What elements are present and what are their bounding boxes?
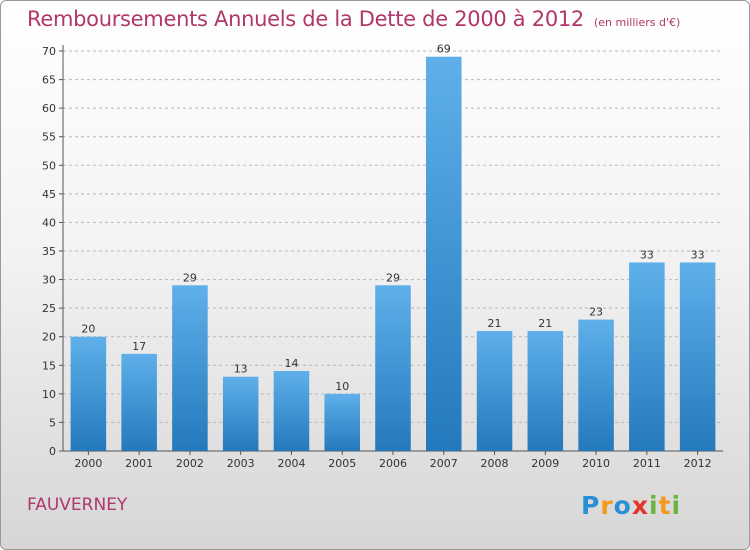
y-tick-label: 65 [42, 74, 56, 87]
y-tick-label: 50 [42, 159, 56, 172]
chart-title-text: Remboursements Annuels de la Dette de 20… [27, 7, 584, 31]
bar-2010 [578, 319, 614, 451]
logo-letter: P [581, 491, 601, 520]
y-tick-label: 0 [49, 445, 56, 458]
logo-letter: i [671, 491, 682, 520]
bar-2006 [375, 285, 411, 451]
y-tick-label: 20 [42, 331, 56, 344]
bar-2008 [476, 331, 513, 451]
y-tick-label: 60 [42, 102, 56, 115]
y-tick-label: 40 [42, 216, 56, 229]
y-tick-label: 30 [42, 274, 56, 287]
x-tick-label: 2004 [277, 457, 305, 470]
logo-letter: i [649, 491, 659, 520]
data-label: 21 [488, 317, 502, 330]
logo-letter: x [631, 491, 649, 520]
y-tick-label: 10 [42, 388, 56, 401]
data-labels: 20 17 29 13 14 10 29 69 21 21 23 33 33 [81, 43, 704, 393]
chart-title: Remboursements Annuels de la Dette de 20… [27, 7, 680, 31]
x-tick-label: 2002 [176, 457, 204, 470]
bar-2002 [172, 285, 208, 451]
y-tick-label: 45 [42, 188, 56, 201]
commune-name: FAUVERNEY [27, 495, 128, 515]
logo-letter: o [613, 491, 632, 520]
bars [70, 56, 716, 451]
y-tick-label: 25 [42, 302, 56, 315]
bar-2005 [324, 393, 360, 451]
y-tick-label: 55 [42, 131, 56, 144]
x-tick-label: 2010 [582, 457, 610, 470]
logo-letter: t [658, 491, 672, 520]
data-label: 10 [335, 380, 349, 393]
bar-2011 [629, 262, 665, 451]
bar-2007 [426, 56, 462, 451]
proxiti-logo: Proxiti [581, 491, 681, 520]
y-tick-label: 35 [42, 245, 56, 258]
x-tick-label: 2008 [481, 457, 509, 470]
data-label: 21 [538, 317, 552, 330]
unit-note: (en milliers d'€) [594, 16, 681, 29]
logo-letter: r [600, 491, 614, 520]
data-label: 33 [640, 248, 654, 261]
x-tick-label: 2011 [633, 457, 661, 470]
y-tick-label: 5 [49, 416, 56, 429]
y-tick-label: 15 [42, 359, 56, 372]
data-label: 14 [284, 357, 298, 370]
data-label: 23 [589, 306, 603, 319]
axes: 0 5 10 15 20 25 30 35 40 45 50 55 60 65 70 2000 2001 2002… [42, 45, 723, 470]
data-label: 13 [234, 363, 248, 376]
y-tick-label: 70 [42, 45, 56, 58]
x-tick-label: 2009 [531, 457, 559, 470]
x-tick-label: 2007 [430, 457, 458, 470]
data-label: 20 [81, 323, 95, 336]
data-label: 69 [437, 43, 451, 56]
bar-2004 [273, 371, 310, 451]
data-label: 33 [691, 248, 705, 261]
bar-2003 [222, 376, 259, 451]
x-tick-label: 2005 [328, 457, 356, 470]
x-tick-label: 2000 [74, 457, 102, 470]
data-label: 17 [132, 340, 146, 353]
data-label: 29 [386, 271, 400, 284]
bar-2001 [121, 353, 157, 451]
x-tick-label: 2001 [125, 457, 153, 470]
bar-2000 [70, 336, 107, 451]
x-tick-label: 2012 [684, 457, 712, 470]
bar-2009 [527, 331, 564, 451]
x-tick-label: 2003 [227, 457, 255, 470]
bar-2012 [679, 262, 716, 451]
x-tick-label: 2006 [379, 457, 407, 470]
data-label: 29 [183, 271, 197, 284]
